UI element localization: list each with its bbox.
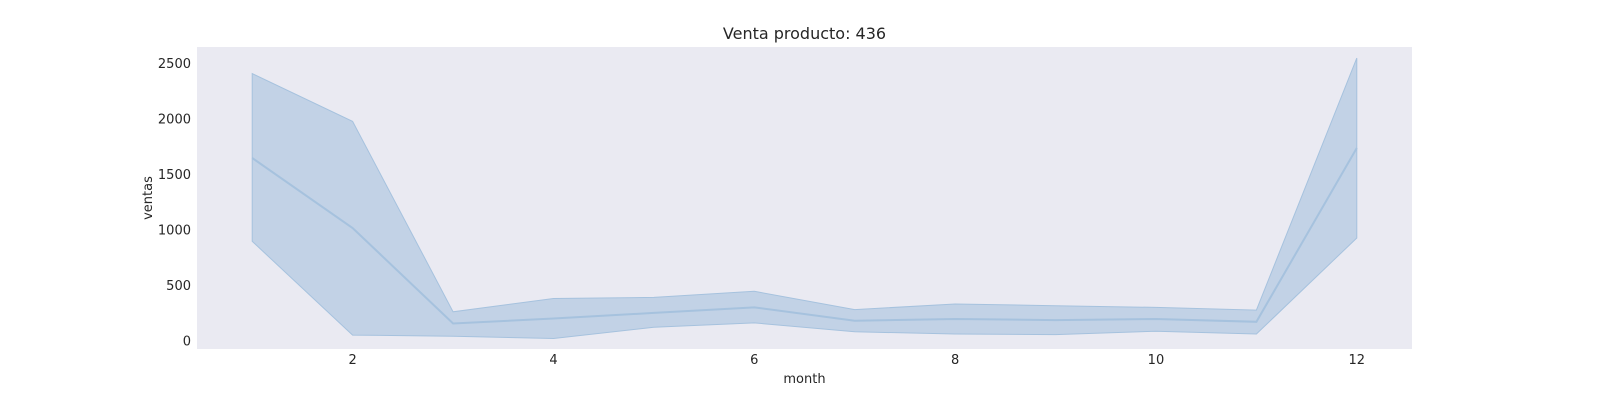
x-tick-label: 8 <box>951 353 959 368</box>
y-tick-label: 2000 <box>158 113 191 128</box>
y-axis-label: ventas <box>141 176 156 220</box>
x-tick-label: 6 <box>750 353 758 368</box>
y-tick-label: 1000 <box>158 224 191 239</box>
series-line-0 <box>251 147 1358 325</box>
x-tick-label: 12 <box>1348 353 1365 368</box>
y-tick-label: 0 <box>183 335 191 350</box>
y-tick-label: 1500 <box>158 168 191 183</box>
x-tick-label: 10 <box>1148 353 1165 368</box>
chart-title: Venta producto: 436 <box>723 24 886 43</box>
x-tick-label: 2 <box>348 353 356 368</box>
y-tick-label: 2500 <box>158 57 191 72</box>
x-axis-label: month <box>783 372 825 387</box>
x-tick-label: 4 <box>549 353 557 368</box>
y-tick-label: 500 <box>166 279 191 294</box>
confidence-band-0 <box>251 57 1358 340</box>
